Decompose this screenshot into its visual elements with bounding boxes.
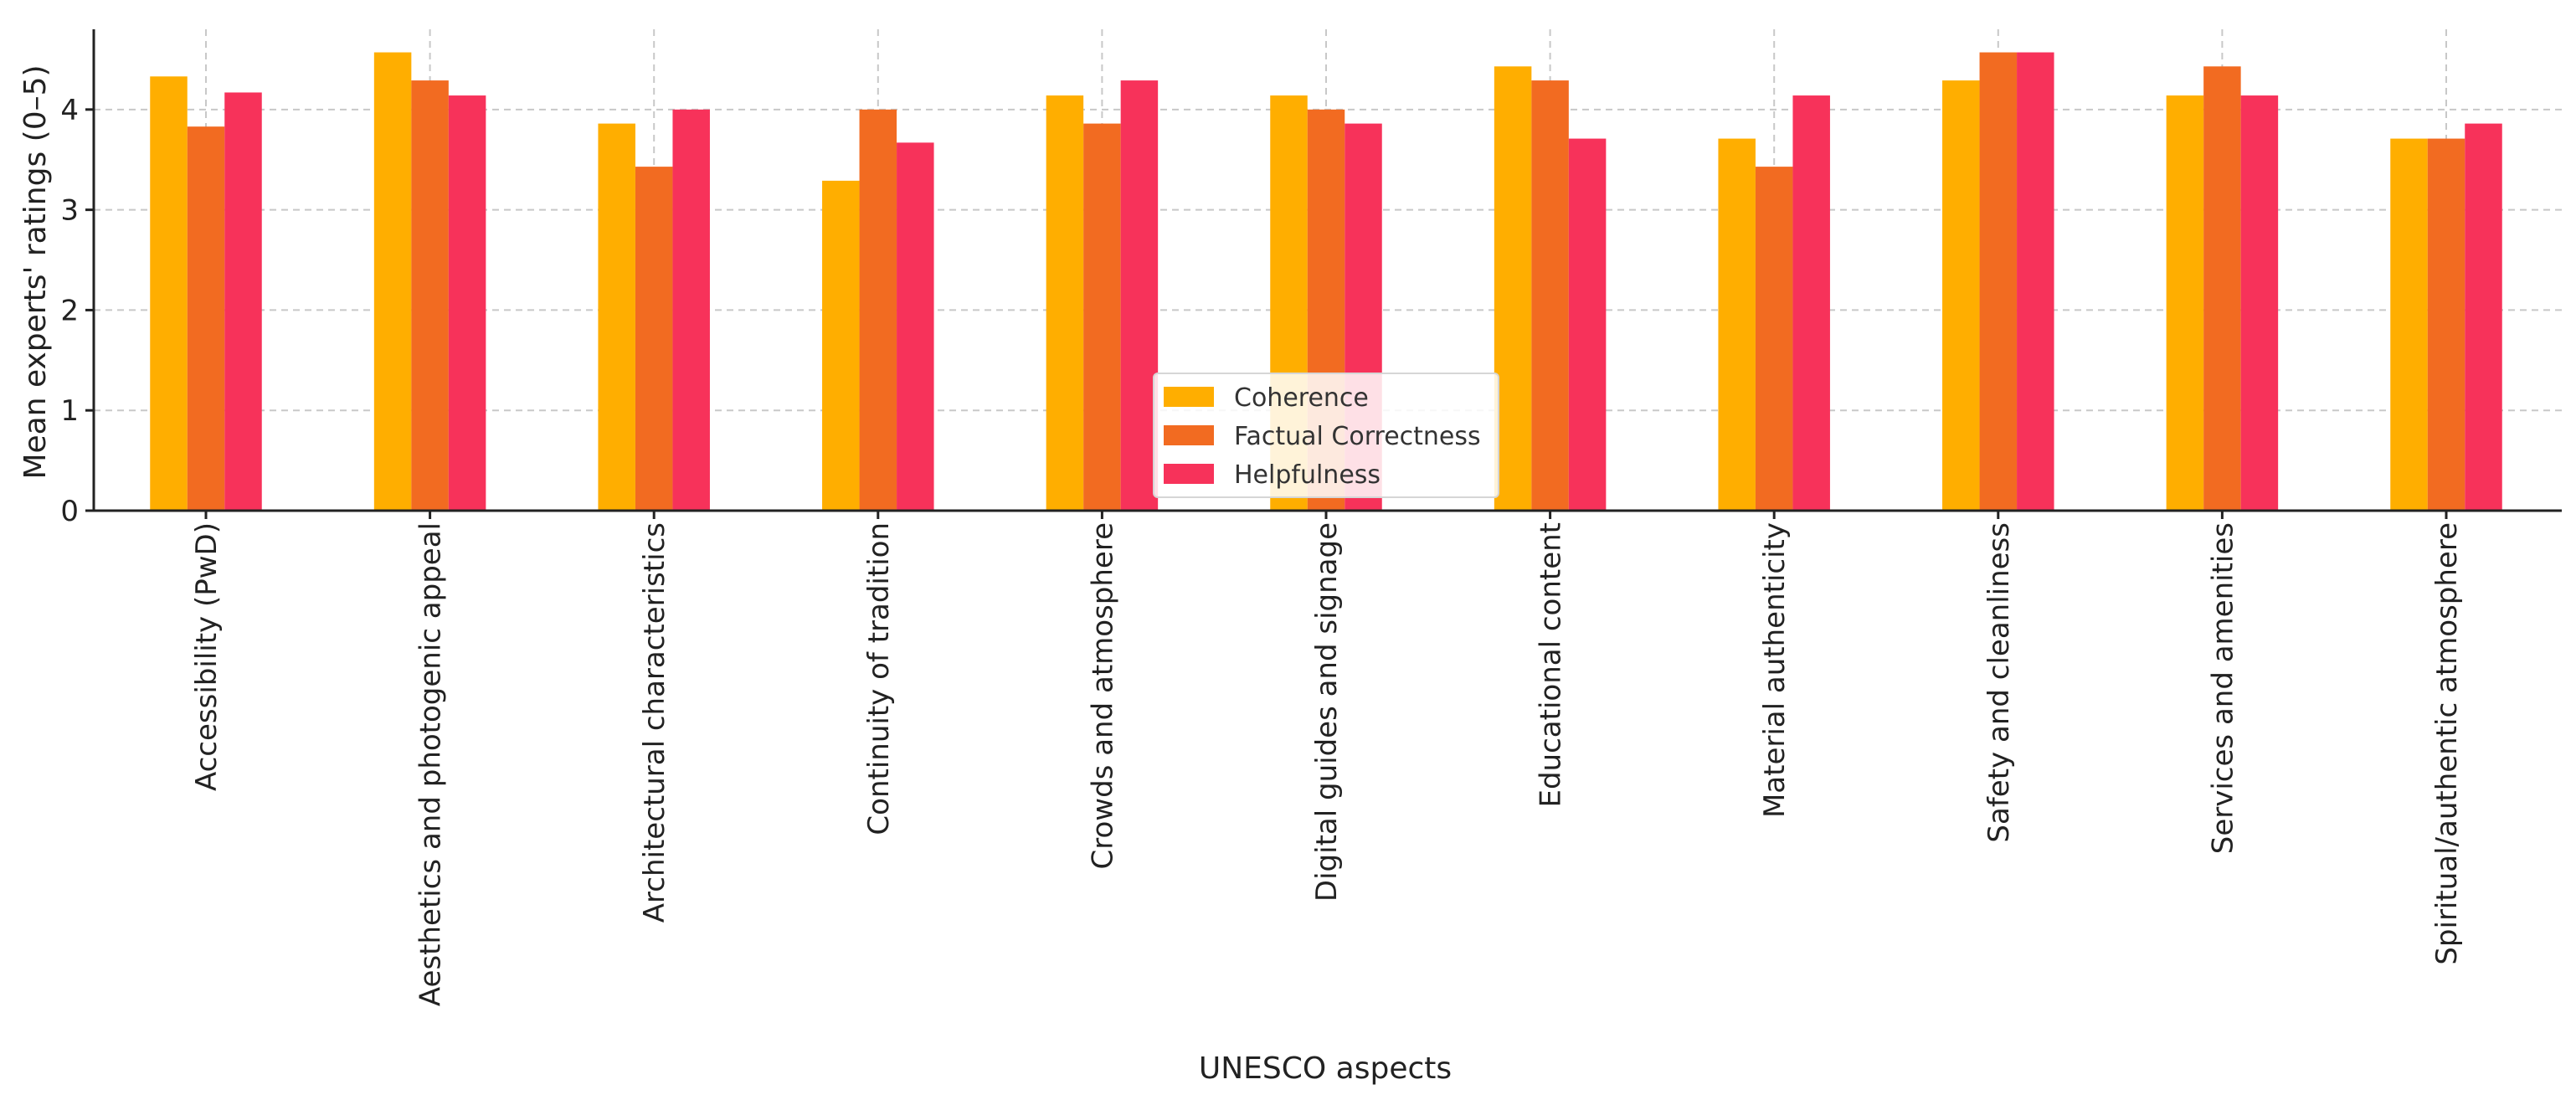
legend: Coherence Factual Correctness Helpfulness <box>1153 373 1499 498</box>
bar-factual-correctness <box>1083 123 1121 511</box>
bar-factual-correctness <box>187 126 225 511</box>
bar-coherence <box>1046 95 1084 511</box>
x-axis-label: UNESCO aspects <box>1199 1051 1452 1086</box>
bar-helpfulness <box>2240 95 2279 511</box>
x-tick-label: Spiritual/authentic atmosphere <box>2430 522 2464 965</box>
bar-helpfulness <box>448 95 486 511</box>
bar-helpfulness <box>2017 52 2054 511</box>
bar-coherence <box>2166 95 2204 511</box>
x-tick-label: Crowds and atmosphere <box>1086 522 1119 869</box>
bar-factual-correctness <box>411 80 449 511</box>
x-tick-label: Services and amenities <box>2206 522 2239 854</box>
bar-factual-correctness <box>635 167 673 511</box>
bar-coherence <box>822 180 860 511</box>
x-tick-label: Educational content <box>1535 522 1568 808</box>
bar-coherence <box>1718 138 1756 511</box>
legend-label: Helpfulness <box>1234 460 1381 490</box>
bar-helpfulness <box>1792 95 1830 511</box>
bar-factual-correctness <box>2203 66 2241 511</box>
bar-helpfulness <box>224 92 262 511</box>
bar-helpfulness <box>2465 123 2502 511</box>
y-tick-label: 3 <box>60 194 79 228</box>
y-axis-label: Mean experts' ratings (0–5) <box>18 64 53 479</box>
bar-coherence <box>373 52 412 511</box>
ticks-layer: 0 1 2 3 4 Accessibility (PwD) Aesthetics and p… <box>60 94 2464 1006</box>
bar-helpfulness <box>897 142 934 511</box>
x-tick-label: Digital guides and signage <box>1310 522 1344 902</box>
x-tick-label: Safety and cleanliness <box>1982 522 2016 843</box>
legend-swatch <box>1164 387 1214 407</box>
x-tick-label: Accessibility (PwD) <box>190 522 224 791</box>
bar-coherence <box>1942 80 1980 511</box>
y-tick-label: 2 <box>60 294 79 327</box>
legend-swatch <box>1164 464 1214 484</box>
x-tick-label: Continuity of tradition <box>862 522 896 835</box>
bar-helpfulness <box>672 109 710 511</box>
bar-factual-correctness <box>1755 167 1793 511</box>
x-tick-label: Material authenticity <box>1758 522 1792 818</box>
bar-coherence <box>1494 66 1532 511</box>
bar-factual-correctness <box>1979 52 2018 511</box>
legend-label: Coherence <box>1234 383 1369 413</box>
bar-factual-correctness <box>2427 138 2465 511</box>
x-tick-label: Architectural characteristics <box>638 522 671 923</box>
bar-coherence <box>2390 138 2428 511</box>
bar-helpfulness <box>1120 80 1159 511</box>
bar-coherence <box>150 76 188 511</box>
legend-swatch <box>1164 425 1214 445</box>
x-tick-label: Aesthetics and photogenic appeal <box>414 522 448 1006</box>
legend-label: Factual Correctness <box>1234 422 1481 451</box>
y-tick-label: 0 <box>60 495 79 528</box>
bar-factual-correctness <box>1531 80 1569 511</box>
bar-helpfulness <box>1568 138 1607 511</box>
bar-coherence <box>598 123 635 511</box>
y-tick-label: 4 <box>60 94 79 127</box>
y-tick-label: 1 <box>60 394 79 428</box>
bar-factual-correctness <box>859 109 897 511</box>
legend-box <box>1153 373 1499 498</box>
